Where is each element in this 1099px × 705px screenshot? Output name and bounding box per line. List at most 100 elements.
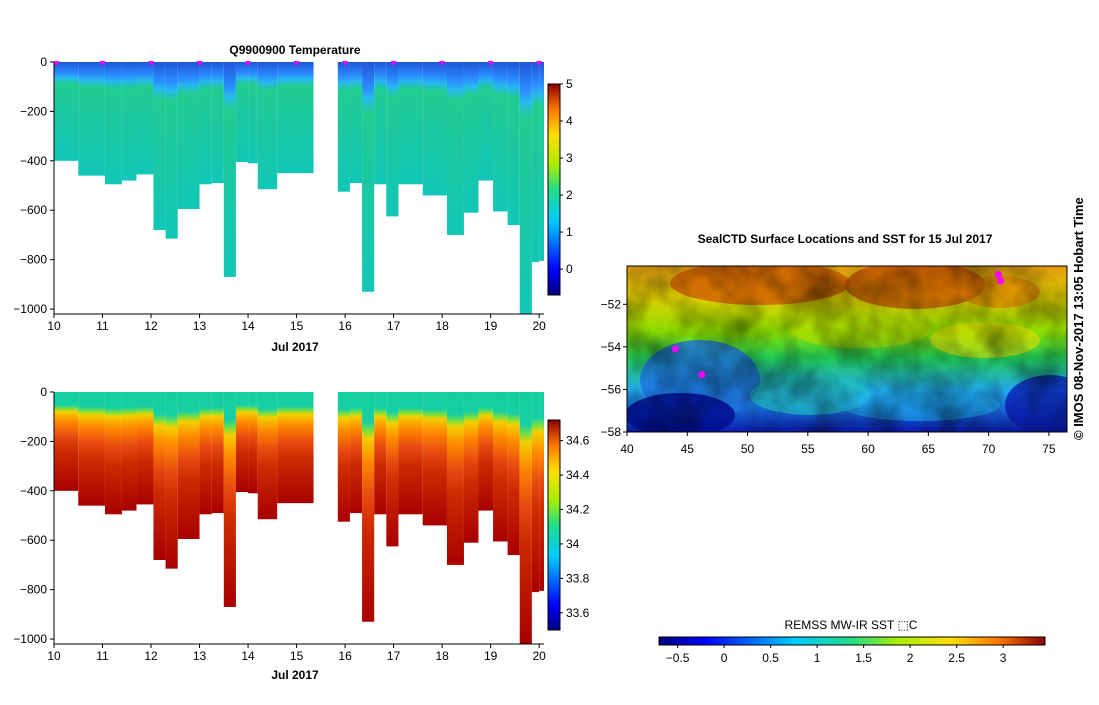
colorbar-tick-label: 33.6 bbox=[566, 606, 590, 620]
x-tick-label: 16 bbox=[338, 649, 352, 663]
profile-bar bbox=[398, 392, 423, 515]
x-tick-label: 20 bbox=[532, 319, 546, 333]
profile-bar bbox=[362, 62, 375, 292]
colorbar-tick-label: 4 bbox=[566, 114, 573, 128]
salinity-colorbar-ticks: 33.6 33.8 34 34.2 34.4 34.6 bbox=[560, 434, 590, 620]
sst-colorbar-tick-label: 3 bbox=[1000, 651, 1007, 665]
colorbar-tick-label: 34 bbox=[566, 537, 580, 551]
profile-marker bbox=[439, 61, 446, 66]
sst-colorbar-tick-label: −0.5 bbox=[666, 651, 690, 665]
profile-marker bbox=[536, 61, 543, 66]
x-tick-label: 12 bbox=[144, 649, 158, 663]
map-title: SealCTD Surface Locations and SST for 15… bbox=[698, 232, 993, 246]
profile-bar bbox=[121, 392, 137, 511]
profile-marker bbox=[148, 61, 155, 66]
profile-bar bbox=[211, 62, 224, 184]
temperature-colorbar bbox=[547, 83, 561, 296]
profile-bar bbox=[493, 62, 508, 212]
map-x-tick-label: 55 bbox=[801, 442, 815, 456]
sst-colorbar-label: REMSS MW-IR SST ⬚C bbox=[785, 618, 918, 632]
y-tick-label: −400 bbox=[20, 484, 47, 498]
profile-bar bbox=[54, 62, 79, 161]
profile-bar bbox=[507, 392, 520, 556]
profile-bar bbox=[104, 62, 122, 185]
profile-bar bbox=[493, 392, 508, 542]
profile-bar bbox=[257, 62, 278, 190]
x-tick-label: 13 bbox=[193, 649, 207, 663]
x-tick-label: 19 bbox=[484, 649, 498, 663]
profile-bar bbox=[235, 62, 249, 163]
profile-bar bbox=[248, 392, 258, 494]
profile-marker bbox=[487, 61, 494, 66]
colorbar-tick-label: 5 bbox=[566, 77, 573, 91]
y-tick-label: −400 bbox=[20, 154, 47, 168]
sst-colorbar-tick-label: 1.5 bbox=[855, 651, 872, 665]
profile-bar bbox=[223, 62, 236, 277]
profile-bar bbox=[463, 62, 479, 213]
sst-colorbar-tick-label: 0 bbox=[721, 651, 728, 665]
profile-bar bbox=[235, 392, 249, 493]
profile-marker bbox=[245, 61, 252, 66]
profile-marker bbox=[342, 61, 349, 66]
seal-location bbox=[997, 277, 1005, 285]
profile-bar bbox=[199, 62, 212, 185]
colorbar-tick-label: 2 bbox=[566, 188, 573, 202]
x-tick-label: 13 bbox=[193, 319, 207, 333]
sst-field bbox=[627, 266, 1067, 432]
profile-bar bbox=[199, 392, 212, 515]
sst-colorbar-tick-label: 0.5 bbox=[762, 651, 779, 665]
profile-marker bbox=[196, 61, 203, 66]
profile-bar bbox=[177, 392, 200, 539]
profile-bar bbox=[257, 392, 278, 520]
y-tick-label: −1000 bbox=[13, 632, 47, 646]
map-x-tick-label: 40 bbox=[620, 442, 634, 456]
sst-colorbar-tick-label: 2 bbox=[907, 651, 914, 665]
profile-bar bbox=[211, 392, 224, 514]
profile-bar bbox=[277, 62, 314, 174]
temperature-section bbox=[54, 62, 544, 314]
x-tick-label: 11 bbox=[96, 649, 109, 663]
map-y-tick-label: −54 bbox=[601, 340, 622, 354]
y-tick-label: 0 bbox=[40, 55, 47, 69]
colorbar-tick-label: 33.8 bbox=[566, 571, 590, 585]
x-tick-label: 10 bbox=[47, 649, 61, 663]
profile-marker bbox=[99, 61, 106, 66]
profile-bar bbox=[519, 392, 532, 644]
profile-bar bbox=[104, 392, 122, 515]
profile-bar bbox=[277, 392, 314, 504]
profile-bar bbox=[386, 62, 399, 217]
colorbar-tick-label: 3 bbox=[566, 151, 573, 165]
profile-bar bbox=[519, 62, 532, 314]
profile-bar bbox=[531, 392, 540, 593]
x-tick-label: 15 bbox=[290, 649, 304, 663]
profile-bar bbox=[121, 62, 137, 181]
profile-bar bbox=[78, 62, 105, 176]
colorbar-tick-label: 34.6 bbox=[566, 434, 590, 448]
sst-colorbar-ticks: −0.5 0 0.5 1 1.5 2 2.5 3 bbox=[666, 645, 1007, 665]
map-x-tick-label: 50 bbox=[741, 442, 755, 456]
colorbar-tick-label: 1 bbox=[566, 225, 573, 239]
profile-bar bbox=[165, 62, 178, 239]
y-tick-label: −1000 bbox=[13, 302, 47, 316]
profile-bar bbox=[386, 392, 399, 547]
y-tick-label: −200 bbox=[20, 434, 47, 448]
profile-bar bbox=[349, 392, 363, 514]
map-y-tick-label: −58 bbox=[601, 425, 622, 439]
map-y-tick-label: −56 bbox=[601, 382, 622, 396]
profile-bar bbox=[446, 392, 464, 565]
x-tick-label: 16 bbox=[338, 319, 352, 333]
profile-bar bbox=[337, 392, 350, 522]
map-x-tick-label: 45 bbox=[681, 442, 695, 456]
profile-bar bbox=[507, 62, 520, 226]
profile-bar bbox=[374, 62, 387, 185]
profile-bar bbox=[531, 62, 540, 263]
salinity-section bbox=[54, 392, 544, 644]
x-tick-label: 12 bbox=[144, 319, 158, 333]
y-tick-label: −800 bbox=[20, 583, 47, 597]
x-tick-label: 10 bbox=[47, 319, 61, 333]
y-tick-label: −600 bbox=[20, 533, 47, 547]
